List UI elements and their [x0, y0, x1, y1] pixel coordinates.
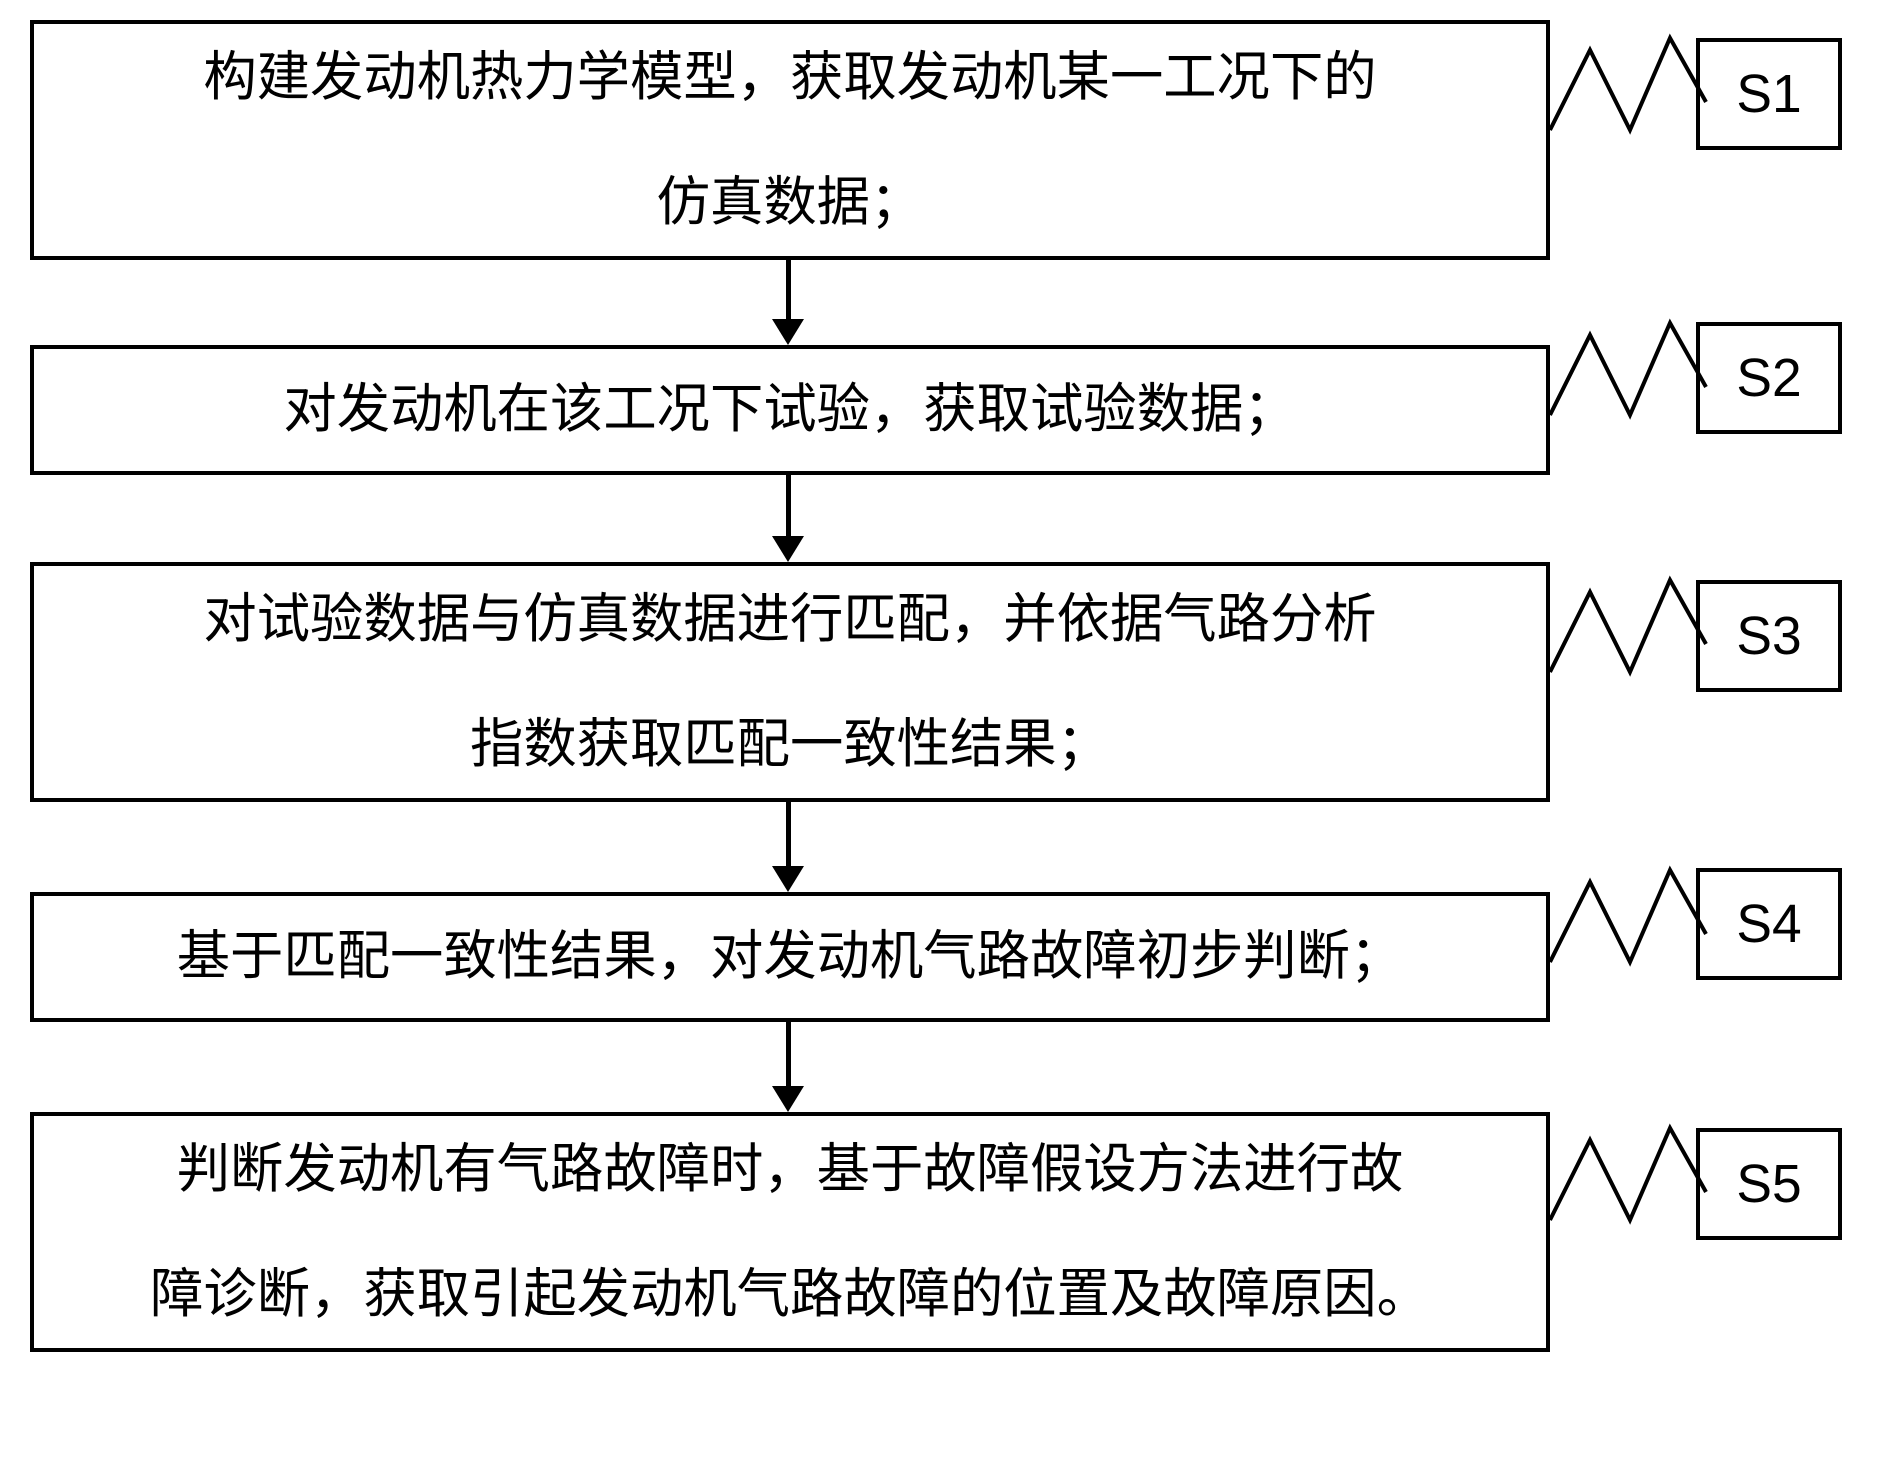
step-box-s1: 构建发动机热力学模型，获取发动机某一工况下的 仿真数据； [30, 20, 1550, 260]
arrow-line-2 [786, 475, 791, 536]
step-box-s2: 对发动机在该工况下试验，获取试验数据； [30, 345, 1550, 475]
step-label-text-s1: S1 [1736, 64, 1801, 125]
step-label-text-s3: S3 [1736, 606, 1801, 667]
step-box-s5: 判断发动机有气路故障时，基于故障假设方法进行故 障诊断，获取引起发动机气路故障的… [30, 1112, 1550, 1352]
arrow-head-icon-3 [772, 866, 804, 892]
step-label-box-s3: S3 [1696, 580, 1842, 692]
step-text-s2: 对发动机在该工况下试验，获取试验数据； [283, 347, 1296, 472]
step-box-s4: 基于匹配一致性结果，对发动机气路故障初步判断； [30, 892, 1550, 1022]
connector-s5 [1550, 1120, 1706, 1230]
arrow-head-icon-2 [772, 536, 804, 562]
step-label-box-s1: S1 [1696, 38, 1842, 150]
flowchart-canvas: 构建发动机热力学模型，获取发动机某一工况下的 仿真数据； S1 对发动机在该工况下试… [0, 0, 1891, 1465]
step-text-s3: 对试验数据与仿真数据进行匹配，并依据气路分析 指数获取匹配一致性结果； [203, 557, 1376, 808]
connector-s1 [1550, 30, 1706, 140]
arrow-line-1 [786, 260, 791, 319]
step-box-s3: 对试验数据与仿真数据进行匹配，并依据气路分析 指数获取匹配一致性结果； [30, 562, 1550, 802]
step-text-s1: 构建发动机热力学模型，获取发动机某一工况下的 仿真数据； [203, 15, 1376, 266]
step-label-text-s4: S4 [1736, 894, 1801, 955]
connector-s2 [1550, 315, 1706, 425]
arrow-head-icon-1 [772, 319, 804, 345]
arrow-line-3 [786, 802, 791, 866]
step-label-box-s2: S2 [1696, 322, 1842, 434]
arrow-head-icon-4 [772, 1086, 804, 1112]
arrow-line-4 [786, 1022, 791, 1086]
step-label-box-s5: S5 [1696, 1128, 1842, 1240]
step-text-s5: 判断发动机有气路故障时，基于故障假设方法进行故 障诊断，获取引起发动机气路故障的… [150, 1107, 1430, 1358]
connector-s3 [1550, 572, 1706, 682]
step-label-text-s2: S2 [1736, 348, 1801, 409]
step-label-text-s5: S5 [1736, 1154, 1801, 1215]
step-label-box-s4: S4 [1696, 868, 1842, 980]
step-text-s4: 基于匹配一致性结果，对发动机气路故障初步判断； [177, 894, 1404, 1019]
connector-s4 [1550, 862, 1706, 972]
